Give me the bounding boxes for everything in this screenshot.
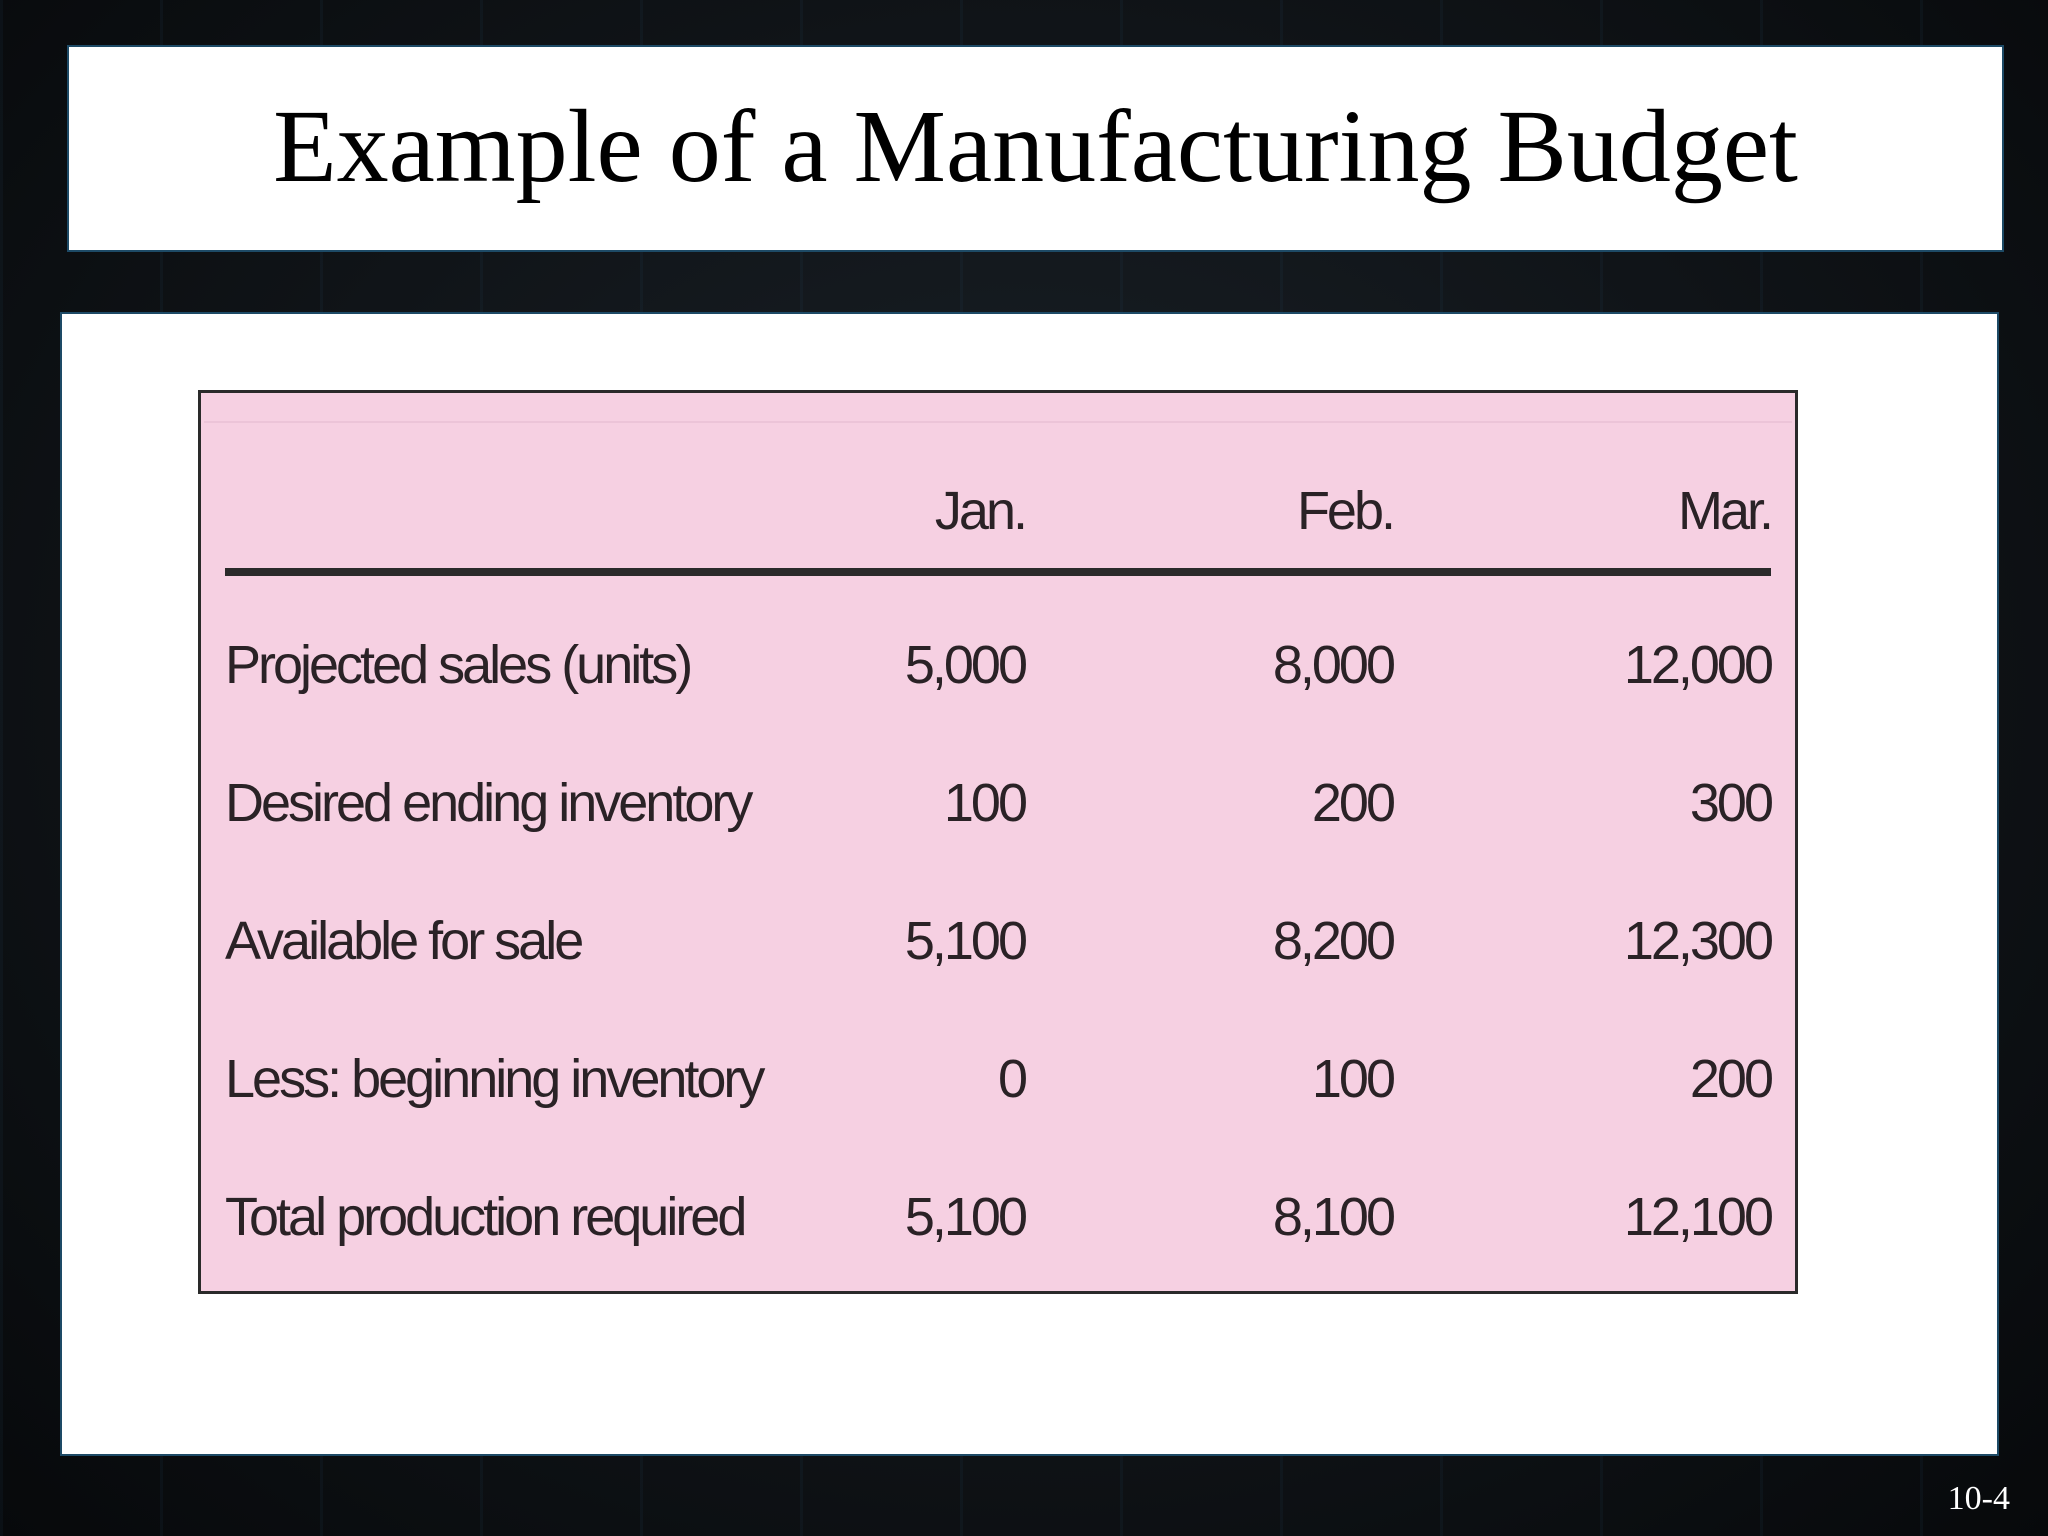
cell-mar: 12,100 — [1623, 1187, 1774, 1247]
table-top-rule — [204, 421, 1792, 423]
cell-jan: 5,000 — [904, 635, 1028, 695]
content-panel: Jan. Feb. Mar. Projected sales (units) 5… — [60, 312, 1999, 1456]
cell-jan: 5,100 — [904, 1187, 1028, 1247]
row-label: Projected sales (units) — [225, 635, 693, 695]
manufacturing-budget-table: Jan. Feb. Mar. Projected sales (units) 5… — [225, 453, 1774, 1286]
cell-feb: 8,200 — [1272, 911, 1396, 971]
cell-feb: 100 — [1311, 1049, 1396, 1109]
cell-feb: 200 — [1311, 773, 1396, 833]
header-label-column — [225, 453, 825, 576]
cell-jan: 5,100 — [904, 911, 1028, 971]
table-header-row: Jan. Feb. Mar. — [225, 453, 1774, 576]
cell-jan: 0 — [997, 1049, 1028, 1109]
table-row: Less: beginning inventory 0 100 200 — [225, 1010, 1774, 1148]
cell-feb: 8,000 — [1272, 635, 1396, 695]
header-feb: Feb. — [1025, 453, 1396, 576]
slide-title: Example of a Manufacturing Budget — [273, 88, 1798, 204]
cell-feb: 8,100 — [1272, 1187, 1396, 1247]
cell-mar: 200 — [1689, 1049, 1774, 1109]
table-row: Desired ending inventory 100 200 300 — [225, 734, 1774, 872]
table-row: Projected sales (units) 5,000 8,000 12,0… — [225, 572, 1774, 734]
slide-number: 10-4 — [1947, 1480, 2010, 1517]
table-row: Total production required 5,100 8,100 12… — [225, 1148, 1774, 1286]
budget-table-frame: Jan. Feb. Mar. Projected sales (units) 5… — [198, 390, 1798, 1294]
row-label: Desired ending inventory — [225, 773, 753, 833]
cell-mar: 12,300 — [1623, 911, 1774, 971]
header-mar: Mar. — [1393, 453, 1774, 576]
table-row: Available for sale 5,100 8,200 12,300 — [225, 872, 1774, 1010]
header-jan: Jan. — [825, 453, 1028, 576]
cell-mar: 12,000 — [1623, 635, 1774, 695]
cell-jan: 100 — [943, 773, 1028, 833]
row-label: Total production required — [225, 1187, 747, 1247]
slide-title-box: Example of a Manufacturing Budget — [67, 45, 2004, 252]
row-label: Less: beginning inventory — [225, 1049, 765, 1109]
cell-mar: 300 — [1689, 773, 1774, 833]
row-label: Available for sale — [225, 911, 584, 971]
